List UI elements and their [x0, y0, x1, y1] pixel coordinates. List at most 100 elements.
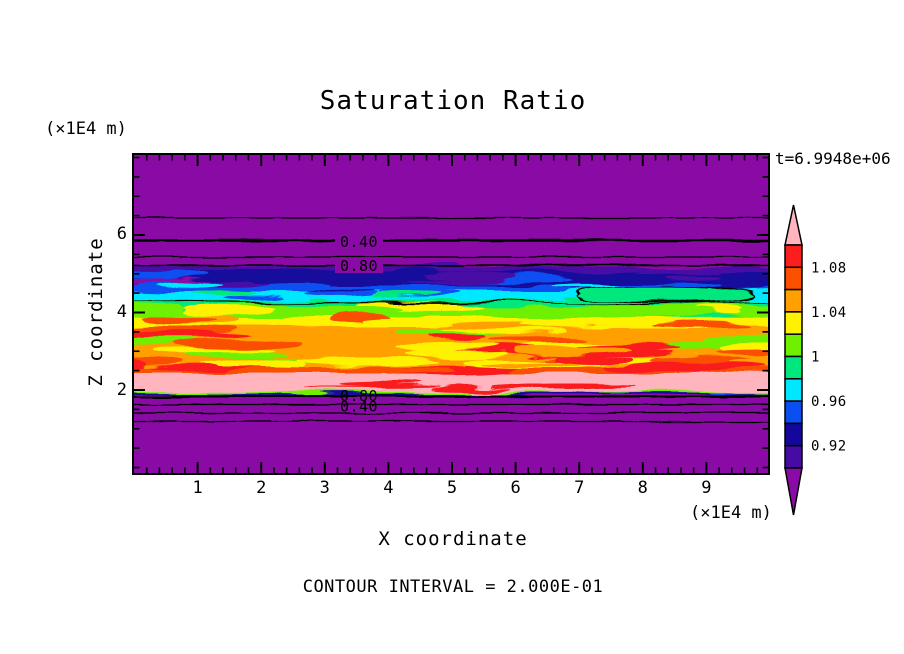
- streak-zone5: [439, 328, 567, 334]
- streak-zone0: [423, 271, 514, 280]
- streak-zone0: [664, 276, 721, 282]
- streak-zone5: [485, 335, 589, 343]
- colorbar-segment-2: [784, 288, 803, 313]
- streak-zone5: [134, 361, 148, 369]
- streak-zone6: [323, 368, 457, 373]
- colorbar-tick-label-1.08: 1.08: [811, 260, 847, 276]
- streak-zone5: [184, 351, 290, 358]
- streak-zone0: [634, 270, 723, 275]
- colorbar-segment-4: [784, 333, 803, 358]
- colorbar-tick-label-1.04: 1.04: [811, 305, 847, 321]
- streak-zone5: [134, 332, 253, 339]
- x-tick-label-4: 4: [383, 478, 394, 498]
- streak-zone4: [653, 320, 749, 326]
- streak-zone2: [223, 294, 287, 300]
- streak-zone0: [395, 269, 440, 276]
- streak-zone3: [478, 302, 545, 309]
- colorbar-tick-label-0.96: 0.96: [811, 394, 847, 410]
- colorbar-segment-0: [784, 244, 803, 269]
- streak-zone5: [295, 356, 439, 367]
- x-tick-label-2: 2: [256, 478, 267, 498]
- streak-zone4: [518, 320, 609, 328]
- streak-zone3: [295, 305, 406, 313]
- streak-zone4: [712, 324, 768, 333]
- contour-label-bottom-0.80: 0.80: [340, 387, 378, 405]
- x-tick-label-5: 5: [446, 478, 458, 498]
- streak-zone7: [430, 386, 512, 391]
- colorbar-segment-9: [784, 444, 803, 469]
- z-tick-label-2: 2: [116, 380, 127, 400]
- streak-zone7: [338, 380, 419, 386]
- x-axis-title: X coordinate: [378, 528, 528, 550]
- plot-title: Saturation Ratio: [319, 86, 587, 116]
- colorbar-segment-7: [784, 400, 803, 425]
- colorbar-arrow-below-min: [784, 467, 803, 516]
- x-tick-label-7: 7: [574, 478, 585, 498]
- contour-value-labels: 0.40 0.80 0.80 0.40: [335, 233, 383, 416]
- plot-frame: [132, 153, 770, 475]
- colorbar-segment-3: [784, 311, 803, 335]
- streak-zone6: [226, 366, 324, 373]
- band-pink: [134, 372, 768, 392]
- streak-zone5: [729, 358, 768, 365]
- streak-zone4: [361, 319, 440, 325]
- streak-zone5: [215, 330, 338, 340]
- colorbar: 1.08 1.04 1 0.96 0.92: [784, 204, 847, 516]
- streak-zone6: [644, 363, 764, 371]
- streak-zone0: [250, 278, 308, 284]
- colorbar-segment-5: [784, 355, 803, 380]
- band-bottom-thin-navy: [134, 393, 768, 397]
- x-tick-label-9: 9: [701, 478, 712, 498]
- contour-label-top-0.80: 0.80: [340, 257, 378, 275]
- contour-label-mask: [335, 234, 383, 249]
- contour-interval-caption: CONTOUR INTERVAL = 2.000E-01: [302, 577, 604, 597]
- streak-zone1: [374, 288, 436, 293]
- streak-zone5: [718, 349, 768, 355]
- streak-zone2: [370, 292, 444, 298]
- contour-label-mask: [335, 258, 383, 273]
- streak-zone1: [156, 281, 222, 288]
- colorbar-arrow-above-max: [784, 204, 803, 246]
- z-tick-label-6: 6: [116, 224, 127, 244]
- z-tick-label-4: 4: [116, 302, 127, 322]
- streak-zone7: [303, 385, 439, 389]
- x-tick-label-1: 1: [192, 478, 203, 498]
- contour-plot: 0.40 0.80 0.80 0.40: [132, 153, 770, 475]
- streak-zone0: [407, 279, 496, 284]
- colorbar-segment-6: [784, 378, 803, 402]
- x-tick-label-6: 6: [510, 478, 521, 498]
- streak-zone3: [610, 307, 718, 316]
- mottle-streaks: [134, 269, 768, 396]
- streak-zone5: [515, 346, 633, 357]
- colorbar-segment-8: [784, 422, 803, 447]
- x-tick-label-8: 8: [637, 478, 648, 498]
- saturation-bands: [134, 266, 768, 397]
- streak-zone5: [172, 338, 303, 350]
- streak-zone8: [608, 393, 625, 396]
- streak-zone8: [718, 392, 736, 395]
- band-bottom-thin-green: [134, 391, 768, 394]
- streak-zone2: [134, 290, 179, 297]
- streak-zone2: [191, 290, 258, 296]
- streak-zone5: [396, 342, 499, 352]
- z-axis-unit-label: (×1E4 m): [45, 119, 127, 139]
- time-annotation: t=6.9948e+06: [775, 149, 891, 168]
- x-axis-unit-label: (×1E4 m): [690, 503, 772, 523]
- streak-zone5: [480, 361, 581, 367]
- contour-lines: [134, 217, 768, 423]
- streak-zone7: [507, 383, 636, 387]
- contour-island-1.00: [575, 285, 757, 304]
- streak-zone2: [305, 289, 376, 297]
- streak-zone5: [134, 339, 175, 347]
- field-area: 0.40 0.80 0.80 0.40: [134, 155, 768, 473]
- contour-label-top-0.40: 0.40: [340, 233, 378, 251]
- streak-zone2: [134, 295, 156, 302]
- streak-zone1: [551, 284, 621, 289]
- axis-ticks: [134, 155, 768, 473]
- colorbar-tick-label-0.92: 0.92: [811, 439, 847, 455]
- streak-zone4: [134, 325, 237, 334]
- streak-zone4: [141, 314, 216, 323]
- band-indigo: [134, 266, 768, 275]
- streak-zone4: [244, 320, 344, 329]
